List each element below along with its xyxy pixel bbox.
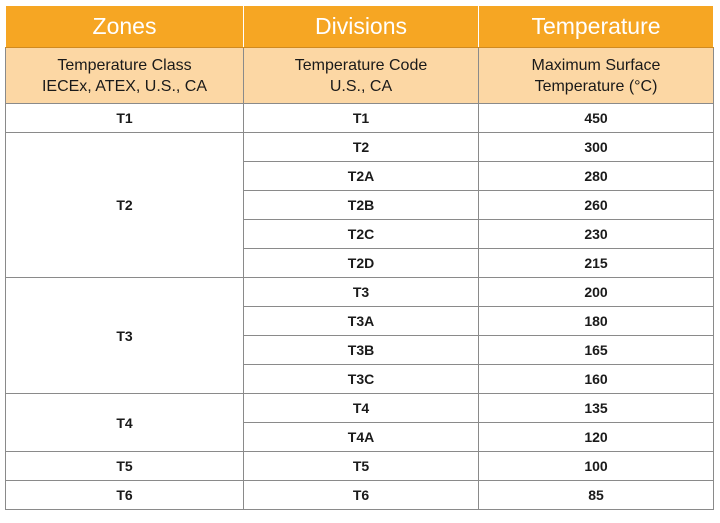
- temperature-cell: 215: [478, 248, 714, 278]
- temperature-table: Zones Divisions Temperature Temperature Cl…: [5, 5, 714, 510]
- temperature-cell: 135: [478, 393, 714, 423]
- zone-cell: T6: [5, 480, 244, 510]
- code-cell: T6: [243, 480, 479, 510]
- zone-cell: T3: [5, 277, 244, 394]
- table-row: T5 T5 100: [5, 451, 714, 481]
- code-cell: T2A: [243, 161, 479, 191]
- zone-cell: T5: [5, 451, 244, 481]
- temperature-cell: 260: [478, 190, 714, 220]
- table-row: T3C 160: [6, 364, 714, 394]
- header-row: Zones Divisions Temperature: [5, 5, 714, 48]
- zone-cell: T1: [5, 103, 244, 133]
- header-cell: Zones: [5, 5, 244, 48]
- code-cell: T4: [243, 393, 479, 423]
- subheader-row: Temperature Class IECEx, ATEX, U.S., CA Te…: [5, 47, 714, 104]
- code-cell: T5: [243, 451, 479, 481]
- subheader-line: Temperature Class: [57, 56, 192, 74]
- zone-cell: T2: [5, 132, 244, 278]
- code-cell: T4A: [243, 422, 479, 452]
- table-row: T4A 120: [6, 422, 714, 452]
- subheader-line: Temperature (°C): [534, 77, 658, 95]
- code-cell: T2B: [243, 190, 479, 220]
- code-cell: T1: [243, 103, 479, 133]
- table-row: T3B 165: [6, 335, 714, 365]
- temperature-cell: 200: [478, 277, 714, 307]
- header-cell: Temperature: [478, 5, 714, 48]
- code-cell: T3A: [243, 306, 479, 336]
- table-row: T2C 230: [6, 219, 714, 249]
- subheader-line: U.S., CA: [329, 77, 393, 95]
- code-cell: T3: [243, 277, 479, 307]
- subheader-line: Maximum Surface: [531, 56, 661, 74]
- code-cell: T2: [243, 132, 479, 162]
- subheader-line: Temperature Code: [294, 56, 428, 74]
- table-row: T1 T1 450: [5, 103, 714, 133]
- temperature-cell: 100: [478, 451, 714, 481]
- subheader-cell: Maximum Surface Temperature (°C): [478, 47, 714, 104]
- code-cell: T2C: [243, 219, 479, 249]
- zone-cell: T4: [5, 393, 244, 452]
- table-row: T2A 280: [6, 161, 714, 191]
- temperature-cell: 280: [478, 161, 714, 191]
- temperature-cell: 180: [478, 306, 714, 336]
- code-cell: T2D: [243, 248, 479, 278]
- subheader-cell: Temperature Class IECEx, ATEX, U.S., CA: [5, 47, 244, 104]
- header-cell: Divisions: [243, 5, 479, 48]
- table-row: T3 T3 200: [5, 277, 714, 394]
- temperature-cell: 120: [478, 422, 714, 452]
- temperature-cell: 230: [478, 219, 714, 249]
- table-row: T6 T6 85: [5, 480, 714, 510]
- temperature-cell: 450: [478, 103, 714, 133]
- code-cell: T3C: [243, 364, 479, 394]
- temperature-cell: 160: [478, 364, 714, 394]
- table-row: T2D 215: [6, 248, 714, 278]
- table-body: T1 T1 450 T2 T2 300 T2A 280 T2B 260 T2C 230 T2D 215 T3…: [5, 103, 714, 510]
- code-cell: T3B: [243, 335, 479, 365]
- temperature-cell: 300: [478, 132, 714, 162]
- table-row: T2 T2 300: [5, 132, 714, 278]
- temperature-cell: 165: [478, 335, 714, 365]
- table-row: T4 T4 135: [5, 393, 714, 452]
- table-row: T3A 180: [6, 306, 714, 336]
- subheader-cell: Temperature Code U.S., CA: [243, 47, 479, 104]
- temperature-cell: 85: [478, 480, 714, 510]
- subheader-line: IECEx, ATEX, U.S., CA: [41, 77, 208, 95]
